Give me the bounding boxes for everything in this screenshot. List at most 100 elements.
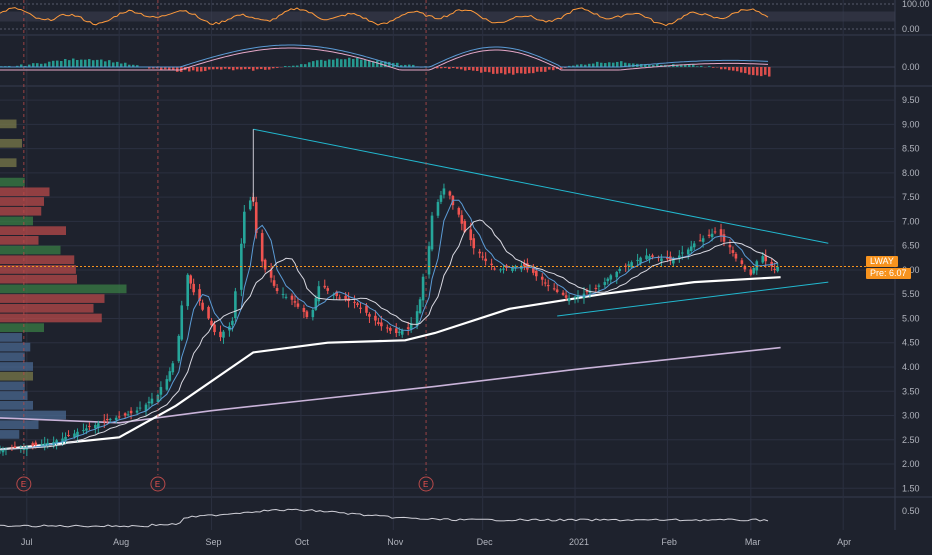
price-tick-label: 1.50 — [902, 483, 920, 493]
candle-body — [461, 215, 464, 224]
macd-histogram-bar — [440, 67, 443, 68]
macd-histogram-bar — [444, 67, 447, 68]
macd-histogram-bar — [92, 60, 95, 67]
macd-histogram-bar — [456, 67, 459, 69]
candle-body — [714, 231, 717, 232]
candle-body — [636, 260, 639, 261]
macd-histogram-bar — [252, 67, 255, 71]
candle-body — [201, 303, 204, 310]
macd-histogram-bar — [260, 67, 263, 69]
candle-body — [660, 258, 663, 261]
macd-histogram-bar — [56, 61, 59, 67]
volume-profile-bar — [0, 139, 22, 148]
macd-histogram-bar — [100, 60, 103, 67]
candle-body — [761, 256, 764, 262]
macd-histogram-bar — [264, 67, 267, 70]
macd-histogram-bar — [284, 66, 287, 67]
macd-histogram-bar — [512, 67, 515, 75]
macd-histogram-bar — [296, 66, 299, 67]
candle-body — [115, 418, 118, 420]
macd-histogram-bar — [488, 67, 491, 72]
candle-body — [374, 316, 377, 321]
candle-body — [127, 414, 130, 415]
volume-profile-bar — [0, 372, 33, 381]
candle-body — [368, 314, 371, 317]
macd-histogram-bar — [268, 67, 271, 70]
candle-body — [776, 267, 779, 271]
macd-histogram-bar — [232, 67, 235, 70]
volume-profile-bar — [0, 236, 39, 245]
macd-histogram-bar — [44, 63, 47, 67]
macd-histogram-bar — [176, 67, 179, 72]
macd-histogram-bar — [496, 67, 499, 74]
candle-body — [160, 387, 163, 395]
macd-histogram-bar — [700, 66, 703, 67]
macd-histogram-bar — [352, 59, 355, 67]
volume-profile-bar — [0, 275, 77, 284]
macd-histogram-bar — [708, 66, 711, 67]
macd-histogram-bar — [768, 67, 771, 77]
candle-body — [82, 430, 85, 431]
candle-body — [312, 310, 315, 317]
volume-profile-bar — [0, 343, 30, 352]
candle-body — [94, 425, 97, 428]
macd-histogram-bar — [692, 65, 695, 67]
candle-body — [440, 195, 443, 202]
candle-body — [148, 402, 151, 404]
candle-body — [377, 322, 380, 324]
macd-histogram-bar — [748, 67, 751, 75]
macd-histogram-bar — [328, 59, 331, 67]
candle-body — [189, 275, 192, 283]
macd-histogram-bar — [744, 67, 747, 73]
candle-body — [124, 413, 127, 415]
time-tick-label: Sep — [206, 537, 222, 547]
candle-body — [723, 234, 726, 241]
candle-body — [273, 280, 276, 286]
price-tick-label: 7.00 — [902, 216, 920, 226]
candle-body — [484, 259, 487, 261]
volume-profile-bar — [0, 158, 17, 167]
candle-body — [720, 229, 723, 236]
macd-histogram-bar — [724, 67, 727, 69]
candle-body — [31, 443, 34, 446]
time-tick-label: Oct — [295, 537, 310, 547]
volume-profile-bar — [0, 285, 127, 294]
price-tick-label: 3.00 — [902, 411, 920, 421]
volume-profile-bar — [0, 430, 19, 439]
macd-histogram-bar — [616, 62, 619, 67]
candle-body — [711, 234, 714, 237]
candle-body — [502, 269, 505, 270]
macd-histogram-bar — [236, 67, 239, 69]
candle-body — [261, 233, 264, 261]
candle-body — [544, 283, 547, 284]
candle-body — [14, 446, 17, 448]
candle-body — [318, 286, 321, 301]
candle-body — [276, 288, 279, 291]
macd-histogram-bar — [244, 67, 247, 69]
macd-histogram-bar — [204, 67, 207, 71]
macd-histogram-bar — [728, 67, 731, 70]
macd-histogram-bar — [120, 64, 123, 67]
candle-body — [34, 443, 37, 446]
candle-body — [458, 208, 461, 215]
price-tick-label: 7.50 — [902, 192, 920, 202]
macd-histogram-bar — [324, 61, 327, 67]
candle-body — [109, 419, 112, 420]
candle-body — [207, 307, 210, 319]
macd-histogram-bar — [520, 67, 523, 73]
earnings-marker-label: E — [155, 480, 160, 489]
candle-body — [67, 435, 70, 436]
candle-body — [219, 332, 222, 337]
macd-histogram-bar — [360, 60, 363, 67]
candle-body — [481, 256, 484, 257]
volume-profile-bar — [0, 333, 22, 342]
volume-profile-bar — [0, 314, 102, 323]
macd-histogram-bar — [364, 60, 367, 67]
macd-histogram-bar — [220, 67, 223, 70]
candle-body — [222, 332, 225, 338]
candle-body — [234, 291, 237, 318]
macd-histogram-bar — [228, 67, 231, 69]
